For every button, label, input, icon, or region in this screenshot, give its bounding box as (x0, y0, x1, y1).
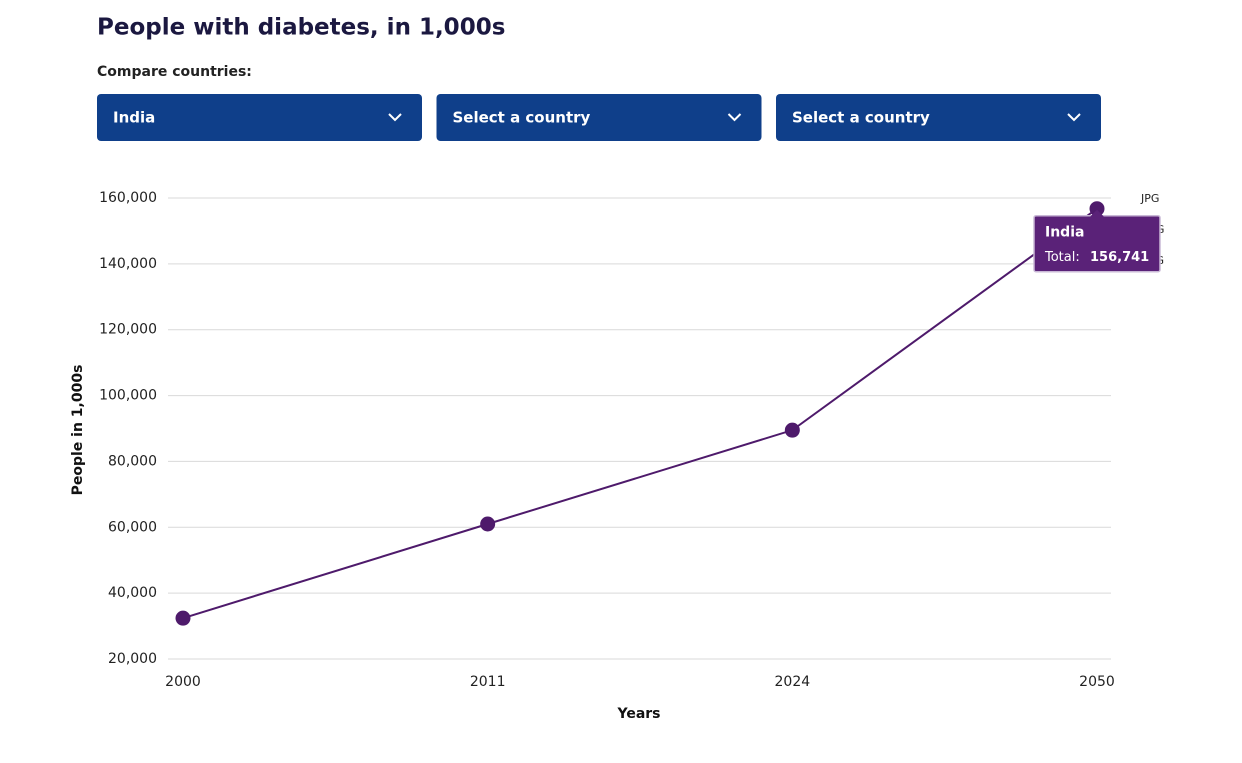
chevron[interactable] (1067, 113, 1081, 122)
y-tick-label: 120,000 (99, 322, 157, 338)
tooltip: India Total: 156,741 (1033, 209, 1161, 273)
x-tick-label: 2050 (1079, 674, 1115, 690)
plot-area: 20,000 40,000 60,000 80,000 100,000 120,000 14… (99, 190, 1161, 690)
y-tick-label: 60,000 (108, 519, 157, 535)
x-axis-label: Years (616, 706, 660, 722)
y-tick-label: 80,000 (108, 453, 157, 469)
compare-label: Compare countries: (97, 64, 252, 80)
chevron[interactable] (727, 113, 742, 122)
tooltip-title: India (1045, 225, 1084, 241)
dropdown-box[interactable] (97, 94, 422, 141)
dropdown-text[interactable]: India (113, 109, 155, 127)
dropdown-box[interactable] (776, 94, 1101, 141)
y-tick-label: 40,000 (108, 585, 157, 601)
export-option[interactable]: JPG (1140, 192, 1159, 205)
dropdown-text[interactable]: Select a country (792, 109, 930, 127)
data-point[interactable] (1089, 201, 1105, 217)
tooltip-pointer (1090, 209, 1104, 217)
country-dropdown[interactable]: Select a country (776, 94, 1101, 141)
x-tick-label: 2011 (470, 674, 506, 690)
country-dropdown[interactable]: Select a country (436, 94, 762, 141)
y-tick-label: 160,000 (99, 190, 157, 206)
dropdown-text[interactable]: Select a country (453, 109, 591, 127)
y-axis-label: People in 1,000s (70, 365, 86, 496)
chart-title: People with diabetes, in 1,000s (97, 15, 505, 41)
y-tick-label: 20,000 (108, 651, 157, 667)
y-tick-label: 100,000 (99, 388, 157, 404)
x-tick-label: 2024 (775, 674, 811, 690)
country-dropdown[interactable]: India (97, 94, 422, 141)
tooltip-label: Total: (1044, 250, 1080, 265)
chevron[interactable] (388, 113, 402, 122)
data-point[interactable] (784, 422, 800, 438)
data-point[interactable] (175, 610, 191, 626)
dropdown-box[interactable] (436, 94, 762, 141)
tooltip-value: 156,741 (1090, 250, 1149, 265)
y-tick-label: 140,000 (99, 256, 157, 272)
data-line (182, 207, 1098, 620)
dropdowns: India Select a country Select a country (97, 94, 1101, 141)
data-point[interactable] (480, 516, 496, 532)
x-tick-label: 2000 (165, 674, 201, 690)
